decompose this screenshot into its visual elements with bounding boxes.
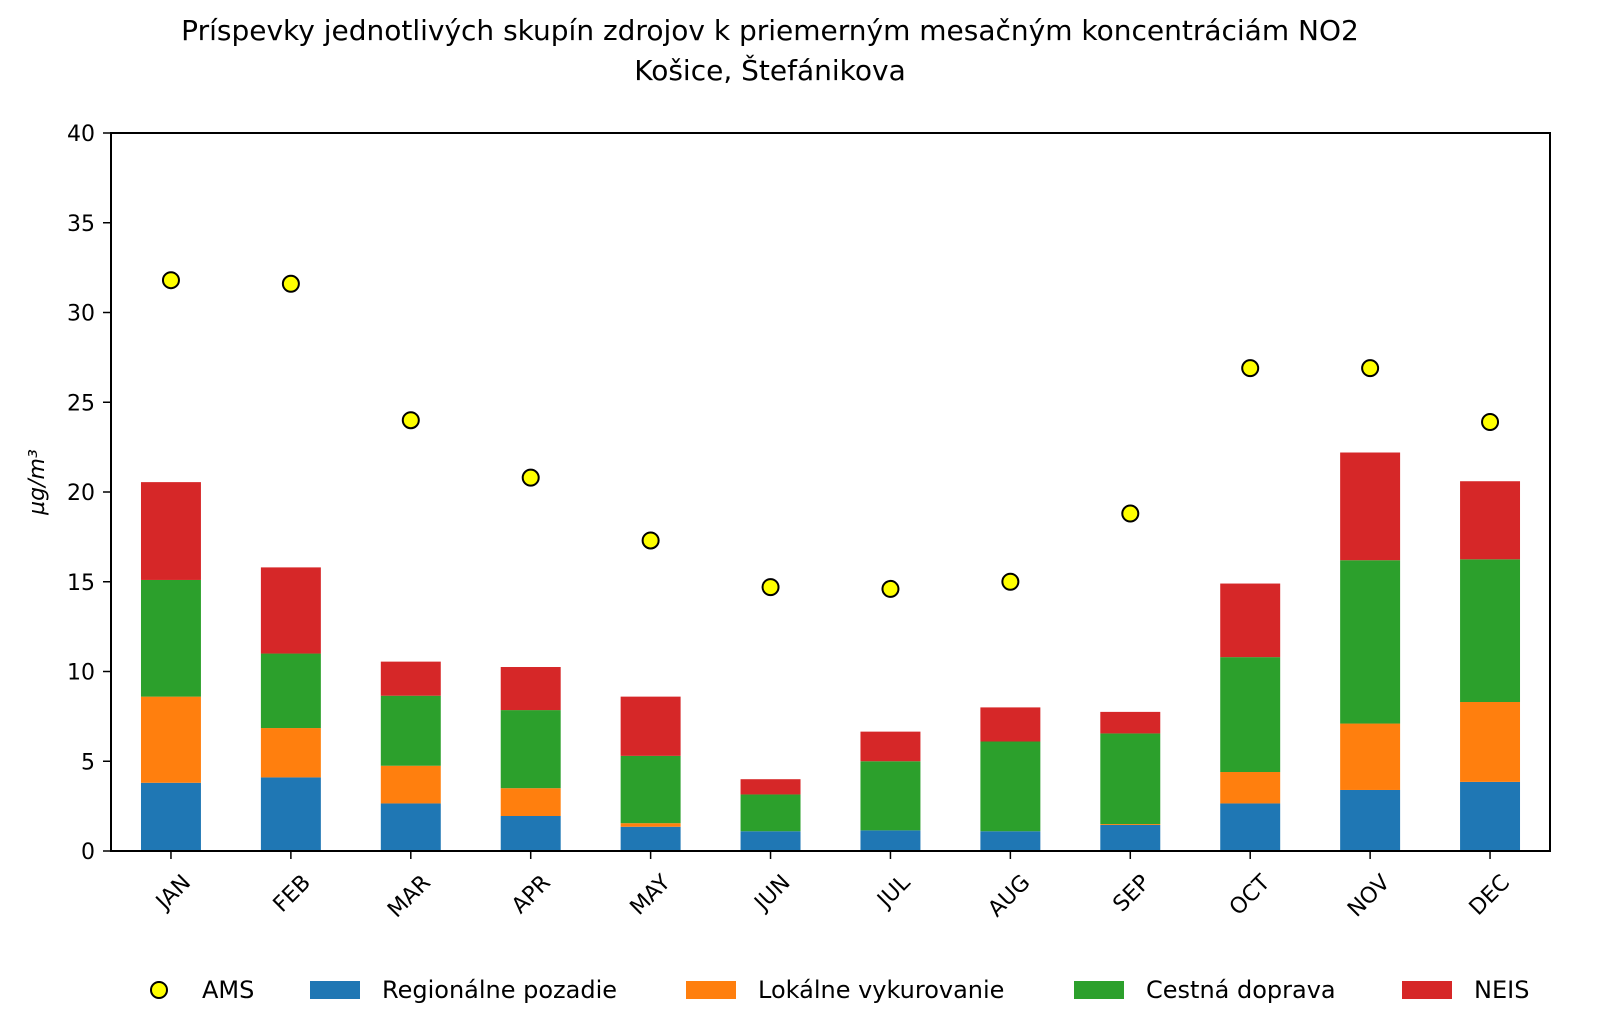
bar-mar-series-3 (380, 695, 441, 766)
bar-jun-series-1 (740, 831, 801, 851)
bar-jun-series-4 (740, 779, 801, 795)
y-axis-label: µg/m³ (25, 449, 50, 516)
bar-dec-series-2 (1460, 702, 1521, 782)
x-tick-label-nov: NOV (1343, 870, 1395, 922)
bar-jan-series-3 (140, 579, 201, 697)
chart-title: Príspevky jednotlivých skupín zdrojov k … (181, 14, 1359, 47)
legend-label-ams: AMS (202, 976, 255, 1004)
x-tick-label-sep: SEP (1109, 870, 1156, 917)
bar-may-series-1 (620, 826, 681, 851)
point-ams-jun (761, 578, 780, 597)
legend-item-ams: AMS (148, 970, 254, 1010)
bar-aug-series-3 (980, 741, 1041, 832)
x-tick-label-may: MAY (626, 870, 676, 920)
x-tick-label-dec: DEC (1465, 870, 1515, 920)
x-tick-label-mar: MAR (383, 870, 436, 923)
bar-aug-series-1 (980, 831, 1041, 851)
bar-feb-series-3 (260, 653, 321, 729)
bar-jan-series-2 (140, 696, 201, 783)
legend-item-regional: Regionálne pozadie (310, 970, 617, 1010)
bar-apr-series-4 (500, 667, 561, 711)
bar-may-series-4 (620, 696, 681, 756)
bar-apr-series-3 (500, 710, 561, 789)
y-tick-label: 0 (81, 840, 95, 865)
point-ams-feb (281, 274, 300, 293)
point-ams-may (641, 531, 660, 550)
bar-sep-series-2 (1100, 824, 1161, 825)
x-tick-label-aug: AUG (984, 870, 1036, 922)
bar-nov-series-1 (1340, 789, 1401, 851)
y-tick-label: 25 (67, 391, 95, 416)
bar-nov-series-3 (1340, 560, 1401, 724)
legend-swatch-heating (686, 981, 736, 999)
y-tick-label: 35 (67, 212, 95, 237)
legend-swatch-traffic (1074, 981, 1124, 999)
bar-may-series-2 (620, 823, 681, 827)
bar-oct-series-2 (1220, 772, 1281, 804)
bar-nov-series-2 (1340, 723, 1401, 790)
bar-feb-series-1 (260, 777, 321, 851)
legend-item-traffic: Cestná doprava (1074, 970, 1336, 1010)
chart-subtitle: Košice, Štefánikova (634, 54, 906, 87)
point-ams-aug (1001, 572, 1020, 591)
x-tick-label-oct: OCT (1225, 870, 1276, 921)
legend-item-heating: Lokálne vykurovanie (686, 970, 1004, 1010)
bar-oct-series-3 (1220, 657, 1281, 773)
point-ams-oct (1241, 359, 1260, 378)
bar-feb-series-2 (260, 728, 321, 778)
point-ams-jul (881, 579, 900, 598)
bar-jun-series-3 (740, 794, 801, 832)
point-ams-jan (161, 271, 180, 290)
bar-oct-series-1 (1220, 803, 1281, 851)
point-ams-apr (521, 468, 540, 487)
bar-mar-series-1 (380, 803, 441, 851)
legend-label-heating: Lokálne vykurovanie (758, 976, 1005, 1004)
point-ams-sep (1121, 504, 1140, 523)
bar-jan-series-1 (140, 782, 201, 851)
x-tick-label-jan: JAN (150, 870, 196, 916)
plot-frame (110, 132, 1551, 852)
point-ams-dec (1481, 412, 1500, 431)
y-tick-label: 20 (67, 481, 95, 506)
bar-sep-series-1 (1100, 824, 1161, 851)
bar-jul-series-3 (860, 761, 921, 831)
legend-label-neis: NEIS (1474, 976, 1530, 1004)
bar-apr-series-1 (500, 815, 561, 851)
bar-dec-series-3 (1460, 559, 1521, 703)
chart-area: 0 5 10 15 20 25 30 35 40 JAN FEB MAR APR MAY JUN JUL AUG… (25, 122, 1551, 923)
y-tick-label: 40 (67, 122, 95, 147)
point-ams-nov (1361, 359, 1380, 378)
bar-may-series-3 (620, 755, 681, 824)
x-tick-label-jun: JUN (749, 870, 796, 917)
bar-jan-series-4 (140, 482, 201, 580)
bar-mar-series-4 (380, 661, 441, 696)
bar-jul-series-4 (860, 731, 921, 762)
bar-aug-series-4 (980, 707, 1041, 742)
bar-sep-series-3 (1100, 733, 1161, 825)
point-ams-mar (401, 411, 420, 430)
bar-oct-series-4 (1220, 583, 1281, 658)
y-tick-label: 30 (67, 302, 95, 327)
y-tick-label: 5 (81, 750, 95, 775)
bar-mar-series-2 (380, 765, 441, 804)
legend-label-traffic: Cestná doprava (1146, 976, 1336, 1004)
legend-marker-ams (150, 981, 168, 999)
bar-dec-series-1 (1460, 781, 1521, 851)
legend-swatch-neis (1402, 981, 1452, 999)
bar-feb-series-4 (260, 567, 321, 654)
y-tick-label: 10 (67, 661, 95, 686)
bar-apr-series-2 (500, 788, 561, 816)
bar-jul-series-1 (860, 830, 921, 851)
legend-swatch-regional (310, 981, 360, 999)
x-tick-label-apr: APR (507, 870, 556, 919)
legend-item-neis: NEIS (1402, 970, 1529, 1010)
bar-nov-series-4 (1340, 452, 1401, 561)
bar-sep-series-4 (1100, 711, 1161, 734)
y-tick-label: 15 (67, 571, 95, 596)
legend-label-regional: Regionálne pozadie (382, 976, 618, 1004)
x-tick-label-jul: JUL (872, 870, 916, 914)
bar-dec-series-4 (1460, 481, 1521, 560)
x-tick-label-feb: FEB (269, 870, 316, 917)
legend: AMS Regionálne pozadie Lokálne vykurovan… (0, 970, 1600, 1010)
